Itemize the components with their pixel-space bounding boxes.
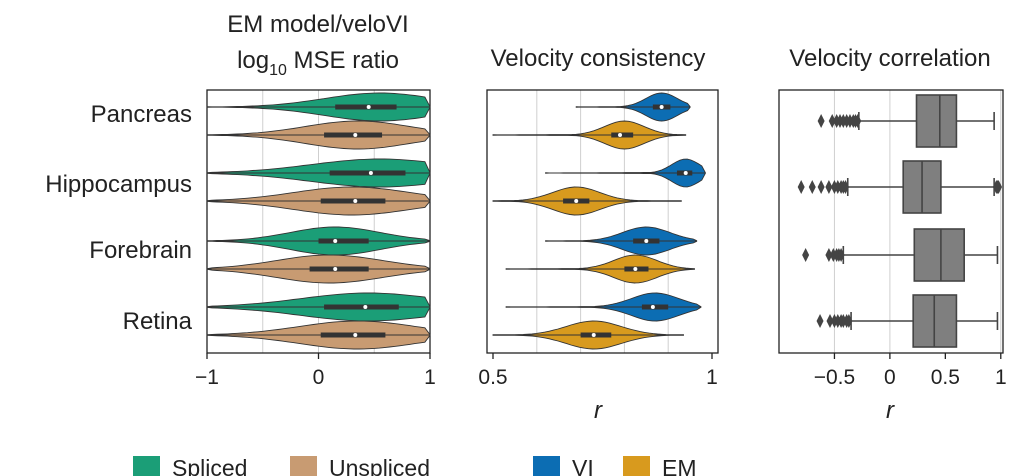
violin-median-pancreas-vi [659, 105, 664, 109]
violin-median-pancreas-spliced [366, 105, 371, 109]
violin-median-pancreas-em [618, 133, 623, 137]
violin-iqr-forebrain-unspliced [309, 266, 369, 272]
box-outlier-hippocampus [825, 180, 833, 194]
legend-swatch-em [623, 456, 650, 476]
box-outlier-forebrain [837, 248, 845, 262]
correlation-title: Velocity correlation [789, 45, 990, 72]
category-label-retina: Retina [123, 308, 193, 335]
violin-median-forebrain-vi [644, 239, 649, 243]
x-tick-label: 0.5 [931, 366, 960, 389]
box-outlier-hippocampus [808, 180, 816, 194]
legend-swatch-vi [533, 456, 560, 476]
violin-iqr-pancreas-em [611, 132, 634, 138]
consistency-title: Velocity consistency [491, 45, 706, 72]
box-outlier-retina [845, 314, 853, 328]
legend-label-unspliced: Unspliced [329, 455, 430, 476]
x-tick-label: 0 [313, 366, 325, 389]
mse-title-line1: EM model/veloVI [227, 11, 408, 38]
x-tick-label: 1 [706, 366, 718, 389]
x-tick-label: 1 [995, 366, 1007, 389]
mse-title-line2: log10 MSE ratio [237, 47, 399, 79]
x-tick-label: −1 [195, 366, 219, 389]
category-label-pancreas: Pancreas [91, 101, 192, 128]
x-tick-label: −0.5 [814, 366, 855, 389]
violin-median-hippocampus-em [574, 199, 579, 203]
box-outlier-hippocampus [995, 180, 1003, 194]
category-label-forebrain: Forebrain [89, 237, 192, 264]
box-outlier-pancreas [817, 114, 825, 128]
legend-label-em: EM [662, 455, 697, 476]
violin-iqr-retina-spliced [324, 304, 399, 310]
legend: Spliced Unspliced VI EM [133, 455, 697, 476]
box-outlier-pancreas [828, 114, 836, 128]
box-forebrain [913, 228, 965, 282]
violin-iqr-hippocampus-unspliced [320, 198, 386, 204]
violin-median-retina-em [591, 333, 596, 337]
violin-median-forebrain-unspliced [333, 267, 338, 271]
violin-iqr-retina-unspliced [320, 332, 386, 338]
mse-title-sub: 10 [269, 62, 287, 79]
mse-ratio-panel: −1 0 1 [195, 89, 436, 389]
violin-median-retina-vi [650, 305, 655, 309]
mse-title-log: log [237, 47, 269, 74]
violin-median-forebrain-em [633, 267, 638, 271]
violin-median-pancreas-unspliced [353, 133, 358, 137]
legend-label-spliced: Spliced [172, 455, 247, 476]
x-tick-label: 0 [884, 366, 896, 389]
violin-median-hippocampus-vi [683, 171, 688, 175]
legend-label-vi: VI [572, 455, 594, 476]
violin-median-forebrain-spliced [333, 239, 338, 243]
box-outlier-hippocampus [817, 180, 825, 194]
box-outlier-hippocampus [797, 180, 805, 194]
violin-iqr-retina-vi [641, 304, 669, 310]
box-outlier-retina [826, 314, 834, 328]
x-tick-label: 1 [424, 366, 436, 389]
violin-median-hippocampus-spliced [368, 171, 373, 175]
violin-iqr-pancreas-unspliced [324, 132, 383, 138]
x-tick-label: 0.5 [478, 366, 507, 389]
velocity-consistency-panel: 0.5 1 [478, 89, 719, 389]
velocity-correlation-panel: −0.5 0 0.5 1 [778, 89, 1007, 389]
violin-median-hippocampus-unspliced [353, 199, 358, 203]
plot-frame [778, 89, 1004, 354]
violin-iqr-pancreas-spliced [335, 104, 397, 110]
legend-swatch-unspliced [290, 456, 317, 476]
correlation-xlabel: r [886, 397, 895, 424]
violin-iqr-retina-em [580, 332, 612, 338]
consistency-xlabel: r [594, 397, 603, 424]
box-pancreas [915, 94, 958, 148]
mse-title-rest: MSE ratio [287, 47, 399, 74]
box-outlier-forebrain [825, 248, 833, 262]
category-label-hippocampus: Hippocampus [45, 171, 192, 198]
box-outlier-forebrain [802, 248, 810, 262]
legend-swatch-spliced [133, 456, 160, 476]
box-outlier-hippocampus [842, 180, 850, 194]
violin-median-retina-unspliced [353, 333, 358, 337]
box-outlier-pancreas [854, 114, 862, 128]
violin-median-retina-spliced [363, 305, 368, 309]
plot-frame [486, 89, 719, 354]
box-outlier-retina [816, 314, 824, 328]
violin-iqr-forebrain-spliced [318, 238, 369, 244]
violin-iqr-hippocampus-spliced [329, 170, 406, 176]
